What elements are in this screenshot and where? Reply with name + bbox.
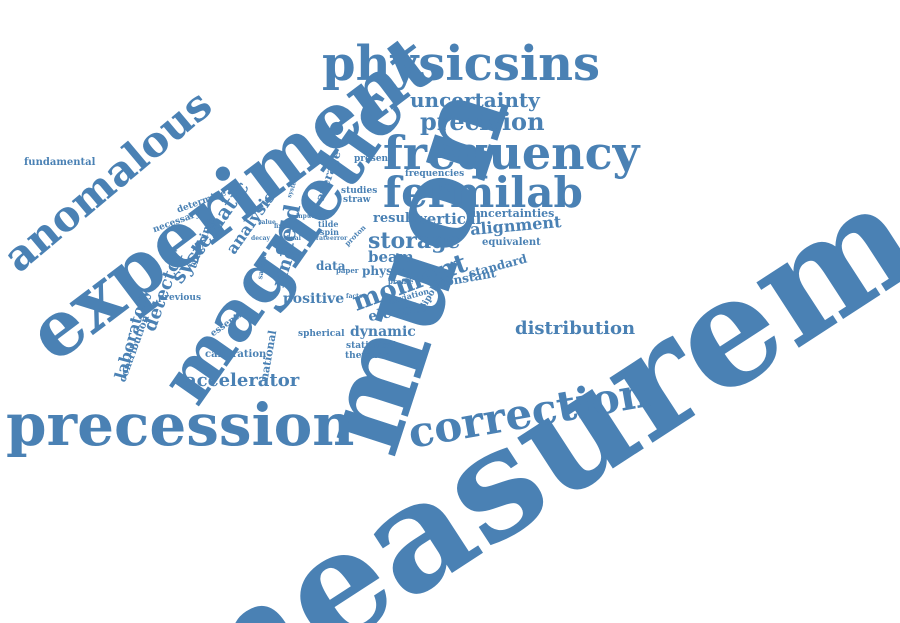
cloud-word: uncertainty: [410, 88, 540, 112]
cloud-word: result: [373, 211, 416, 226]
cloud-word: spherical: [298, 329, 345, 339]
cloud-word: frequency: [383, 126, 640, 180]
cloud-word: present: [354, 154, 393, 164]
cloud-word: fixed: [274, 223, 290, 230]
cloud-word: tilde: [318, 219, 339, 229]
cloud-word: beam: [368, 248, 414, 266]
cloud-word: data: [316, 259, 346, 273]
cloud-word: distribution: [515, 318, 636, 339]
cloud-word: precision: [420, 107, 545, 136]
cloud-word: themuon: [345, 351, 391, 361]
cloud-word: frequencies: [405, 169, 465, 179]
cloud-word: precession: [6, 391, 355, 459]
cloud-word: final: [286, 235, 301, 242]
cloud-word: calibration: [205, 349, 267, 360]
cloud-word: water: [308, 212, 327, 219]
cloud-word: straw: [343, 195, 371, 205]
cloud-word: fundamental: [24, 157, 96, 168]
cloud-word: fermilab: [383, 168, 583, 217]
cloud-word: decay: [251, 235, 271, 242]
cloud-word: accelerator: [185, 370, 300, 391]
cloud-word: physicsins: [322, 36, 601, 92]
cloud-word: factor: [346, 293, 367, 300]
cloud-word: value: [258, 219, 276, 226]
cloud-word: spin: [320, 227, 339, 237]
cloud-word: studies: [341, 186, 378, 196]
cloud-word: error: [330, 235, 348, 242]
cloud-word: storage: [368, 228, 461, 254]
cloud-word: equivalent: [482, 237, 541, 248]
cloud-word: uncertainties: [472, 207, 555, 220]
cloud-word: rate: [316, 235, 330, 242]
cloud-word: statistical: [346, 341, 397, 351]
cloud-word: vertical: [418, 210, 482, 228]
cloud-word: profile: [388, 277, 414, 286]
cloud-word: input: [296, 213, 314, 220]
cloud-word: physic: [362, 264, 405, 278]
cloud-word: dynamic: [350, 324, 416, 340]
cloud-word: positive: [283, 291, 345, 307]
cloud-word: previous: [158, 293, 202, 303]
cloud-word: paper: [336, 266, 359, 275]
